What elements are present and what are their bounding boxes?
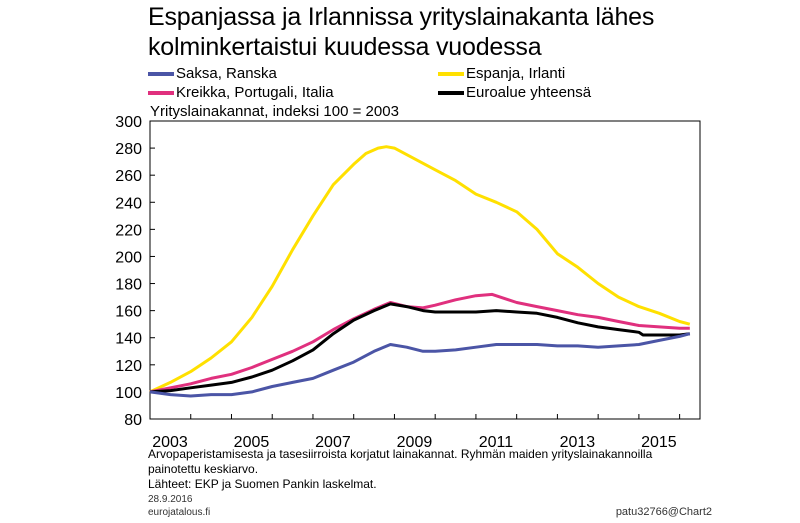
legend-swatch [438, 71, 464, 76]
legend-item-espanja-irlanti: Espanja, Irlanti [438, 64, 565, 83]
chart-code: patu32766@Chart2 [615, 506, 712, 518]
legend-item-euroalue-yhteensa: Euroalue yhteensä [438, 83, 591, 102]
x-tick-label: 2009 [397, 434, 433, 451]
y-tick-label: 180 [115, 277, 142, 294]
y-tick-label: 80 [124, 412, 142, 429]
y-tick-label: 220 [115, 222, 142, 239]
y-tick-label: 280 [115, 141, 142, 158]
legend-label: Euroalue yhteensä [466, 84, 592, 101]
legend-swatch [148, 90, 174, 95]
legend-label: Saksa, Ranska [176, 65, 277, 82]
plot-frame [149, 120, 701, 420]
y-tick-label: 120 [115, 358, 142, 375]
footnote: Arvopaperistamisesta ja tasesiirroista k… [148, 447, 748, 492]
legend-swatch [148, 71, 174, 76]
x-tick-label: 2003 [152, 434, 188, 451]
x-tick-label: 2013 [560, 434, 596, 451]
x-tick-label: 2011 [479, 434, 514, 451]
series-line-1 [149, 292, 690, 394]
y-tick-label: 140 [115, 331, 142, 348]
footnote-line-2: painotettu keskiarvo. [148, 462, 259, 476]
site: eurojatalous.fi [148, 507, 211, 518]
y-tick-label: 240 [115, 195, 142, 212]
title-line-1: Espanjassa ja Irlannissa yrityslainakant… [148, 3, 655, 31]
series-line-2 [149, 302, 690, 394]
date: 28.9.2016 [148, 494, 193, 505]
series-line-3 [149, 332, 691, 398]
y-tick-label: 100 [115, 385, 142, 402]
legend-label: Kreikka, Portugali, Italia [176, 84, 334, 101]
chart-title: Espanjassa ja Irlannissa yrityslainakant… [148, 2, 788, 62]
y-tick-label: 200 [115, 249, 142, 266]
series-line-0 [149, 145, 691, 394]
footnote-line-1: Arvopaperistamisesta ja tasesiirroista k… [148, 447, 653, 461]
sources: Lähteet: EKP ja Suomen Pankin laskelmat. [148, 477, 377, 491]
legend-item-saksa-ranska: Saksa, Ranska [148, 64, 277, 83]
x-tick-label: 2007 [315, 434, 351, 451]
y-tick-label: 160 [115, 304, 142, 321]
x-tick-label: 2015 [641, 434, 677, 451]
legend-label: Espanja, Irlanti [466, 65, 566, 82]
legend-item-kreikka-portugali-italia: Kreikka, Portugali, Italia [148, 83, 334, 102]
legend: Saksa, Ranska Espanja, Irlanti Kreikka, … [148, 64, 748, 104]
x-tick-label: 2005 [234, 434, 270, 451]
y-tick-label: 300 [115, 114, 142, 131]
chart-subtitle: Yrityslainakannat, indeksi 100 = 2003 [150, 103, 399, 120]
legend-swatch [438, 90, 464, 95]
title-line-2: kolminkertaistui kuudessa vuodessa [148, 33, 542, 61]
y-tick-label: 260 [115, 168, 142, 185]
